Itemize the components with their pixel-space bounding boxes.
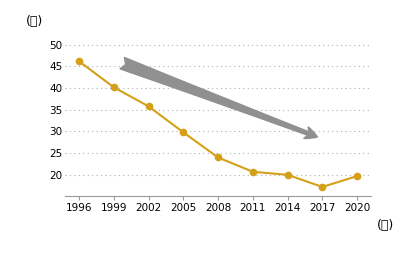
Text: (日): (日)	[26, 15, 43, 28]
Text: (年): (年)	[377, 219, 394, 232]
